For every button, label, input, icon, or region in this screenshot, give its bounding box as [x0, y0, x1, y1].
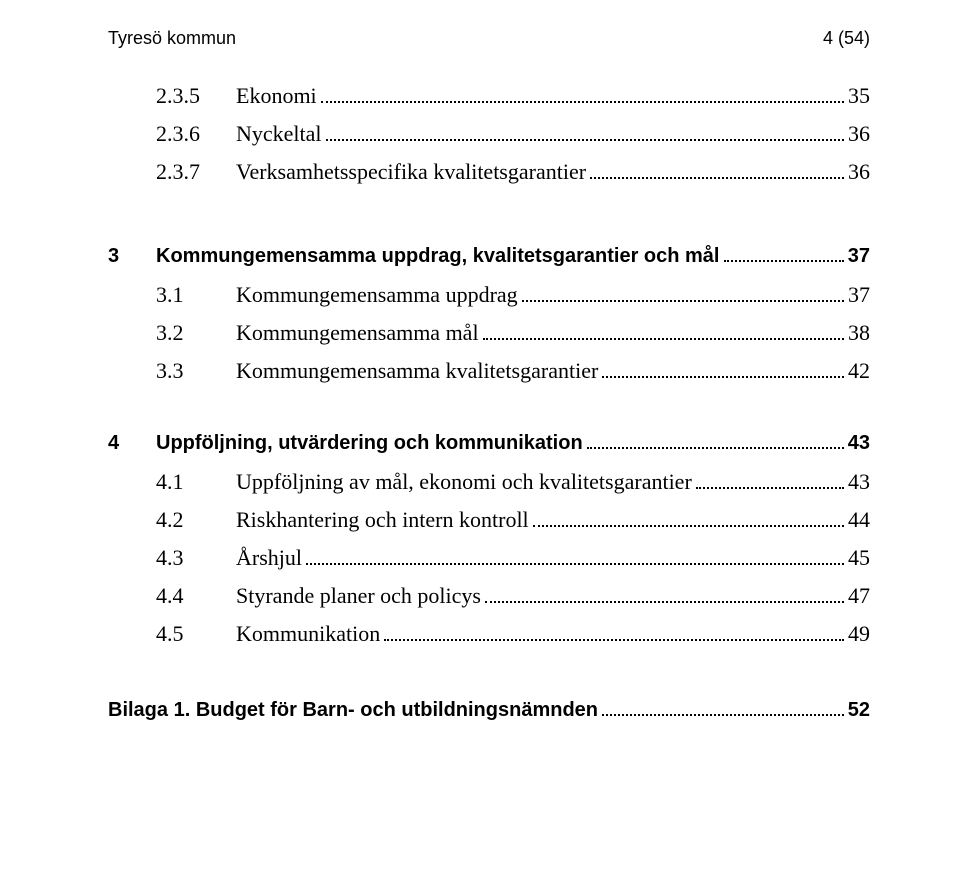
toc-number: 4.2: [156, 507, 236, 533]
toc-label: Uppföljning, utvärdering och kommunikati…: [156, 432, 583, 455]
toc-label: Kommungemensamma uppdrag: [236, 282, 518, 308]
header-right: 4 (54): [823, 28, 870, 49]
toc-label: Kommungemensamma mål: [236, 320, 479, 346]
dot-leader: [602, 714, 844, 716]
toc-number: 2.3.7: [156, 159, 236, 185]
toc-label: Verksamhetsspecifika kvalitetsgarantier: [236, 159, 586, 185]
toc-entry: 2.3.7 Verksamhetsspecifika kvalitetsgara…: [156, 159, 870, 185]
toc-number: 4.5: [156, 621, 236, 647]
toc-entry: 4.1 Uppföljning av mål, ekonomi och kval…: [156, 469, 870, 495]
toc-label: Bilaga 1. Budget för Barn- och utbildnin…: [108, 699, 598, 722]
toc-page: 44: [848, 507, 870, 533]
toc-number: 3.3: [156, 358, 236, 384]
toc-page: 43: [848, 432, 870, 455]
toc-page: 37: [848, 282, 870, 308]
toc-page: 45: [848, 545, 870, 571]
toc-number: 3.2: [156, 320, 236, 346]
toc-label: Kommungemensamma uppdrag, kvalitetsgaran…: [156, 245, 720, 268]
toc-label: Riskhantering och intern kontroll: [236, 507, 529, 533]
page-header: Tyresö kommun 4 (54): [108, 28, 870, 49]
toc-entry: 3.3 Kommungemensamma kvalitetsgarantier …: [156, 358, 870, 384]
dot-leader: [533, 525, 844, 527]
toc-entry: 3.1 Kommungemensamma uppdrag 37: [156, 282, 870, 308]
toc-page: 36: [848, 121, 870, 147]
toc-page: 47: [848, 583, 870, 609]
toc-entry: 2.3.6 Nyckeltal 36: [156, 121, 870, 147]
dot-leader: [590, 177, 844, 179]
dot-leader: [602, 376, 844, 378]
toc-section-heading: 4 Uppföljning, utvärdering och kommunika…: [108, 432, 870, 455]
dot-leader: [326, 139, 844, 141]
toc-label: Styrande planer och policys: [236, 583, 481, 609]
dot-leader: [696, 487, 844, 489]
toc-page: 37: [848, 245, 870, 268]
dot-leader: [321, 101, 844, 103]
toc-page: 43: [848, 469, 870, 495]
toc-page: 38: [848, 320, 870, 346]
toc-label: Kommungemensamma kvalitetsgarantier: [236, 358, 598, 384]
dot-leader: [522, 300, 844, 302]
header-left: Tyresö kommun: [108, 28, 236, 49]
toc-number: 2.3.5: [156, 83, 236, 109]
dot-leader: [384, 639, 844, 641]
toc-appendix: Bilaga 1. Budget för Barn- och utbildnin…: [108, 699, 870, 722]
dot-leader: [483, 338, 844, 340]
toc-entry: 2.3.5 Ekonomi 35: [156, 83, 870, 109]
toc-label: Ekonomi: [236, 83, 317, 109]
toc-page: 52: [848, 699, 870, 722]
toc-entry: 4.3 Årshjul 45: [156, 545, 870, 571]
toc-label: Kommunikation: [236, 621, 380, 647]
toc-label: Årshjul: [236, 545, 302, 571]
toc-number: 3.1: [156, 282, 236, 308]
toc-page: 36: [848, 159, 870, 185]
toc-entry: 4.4 Styrande planer och policys 47: [156, 583, 870, 609]
toc-number: 4.3: [156, 545, 236, 571]
dot-leader: [485, 601, 844, 603]
toc-number: 4: [108, 432, 156, 455]
toc-entry: 4.5 Kommunikation 49: [156, 621, 870, 647]
toc-entry: 3.2 Kommungemensamma mål 38: [156, 320, 870, 346]
toc-page: 35: [848, 83, 870, 109]
toc-number: 2.3.6: [156, 121, 236, 147]
toc-section-heading: 3 Kommungemensamma uppdrag, kvalitetsgar…: [108, 245, 870, 268]
toc-number: 3: [108, 245, 156, 268]
toc-number: 4.4: [156, 583, 236, 609]
toc-entry: 4.2 Riskhantering och intern kontroll 44: [156, 507, 870, 533]
toc-number: 4.1: [156, 469, 236, 495]
toc-label: Nyckeltal: [236, 121, 322, 147]
dot-leader: [306, 563, 844, 565]
toc-label: Uppföljning av mål, ekonomi och kvalitet…: [236, 469, 692, 495]
toc-page: 49: [848, 621, 870, 647]
dot-leader: [587, 447, 844, 449]
toc-page: 42: [848, 358, 870, 384]
dot-leader: [724, 260, 844, 262]
